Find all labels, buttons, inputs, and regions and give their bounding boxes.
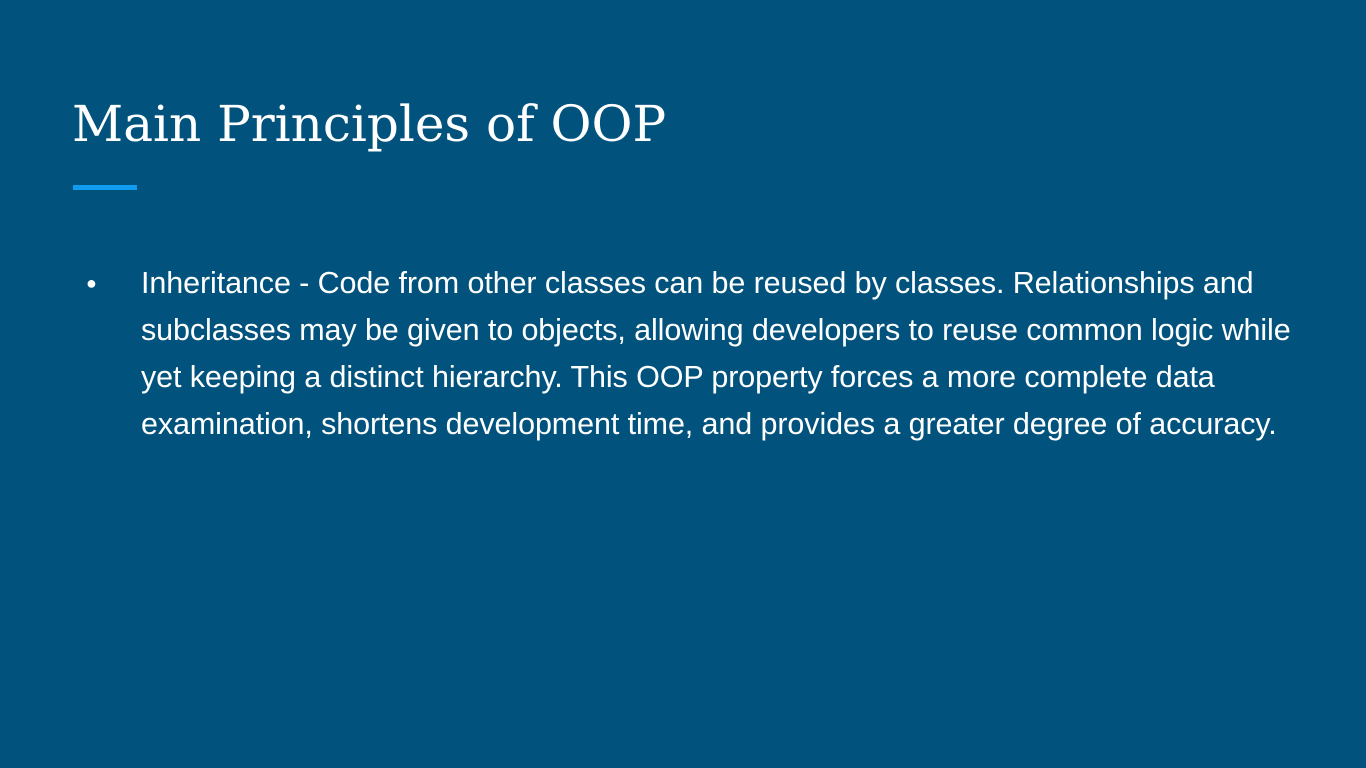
bullet-dot-icon: ● bbox=[86, 273, 97, 293]
title-accent-bar bbox=[73, 185, 137, 190]
slide-title: Main Principles of OOP bbox=[72, 95, 667, 153]
bullet-list: ● Inheritance - Code from other classes … bbox=[0, 260, 1366, 448]
bullet-text: Inheritance - Code from other classes ca… bbox=[141, 266, 1291, 441]
bullet-item: ● Inheritance - Code from other classes … bbox=[0, 260, 1366, 448]
